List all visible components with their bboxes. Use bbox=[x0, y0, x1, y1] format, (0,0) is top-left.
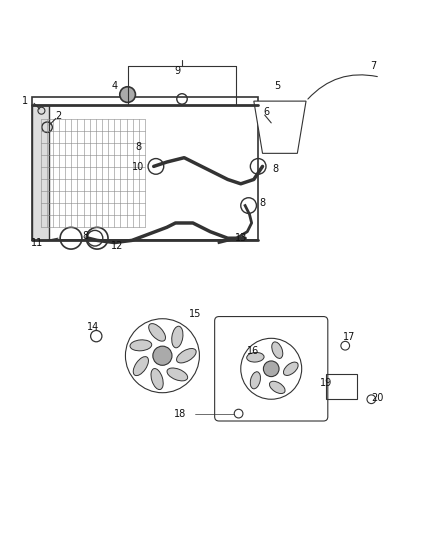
Text: 18: 18 bbox=[174, 409, 186, 419]
Ellipse shape bbox=[250, 372, 261, 389]
Ellipse shape bbox=[167, 368, 187, 381]
Text: 16: 16 bbox=[247, 346, 259, 357]
Ellipse shape bbox=[148, 324, 166, 341]
Circle shape bbox=[263, 361, 279, 377]
Text: 11: 11 bbox=[31, 238, 43, 247]
Ellipse shape bbox=[130, 340, 152, 351]
Bar bbox=[325, 374, 357, 399]
Text: 8: 8 bbox=[82, 231, 88, 241]
Circle shape bbox=[153, 346, 172, 365]
Text: 20: 20 bbox=[372, 393, 384, 403]
Ellipse shape bbox=[269, 381, 285, 393]
FancyBboxPatch shape bbox=[215, 317, 328, 421]
Text: 10: 10 bbox=[132, 162, 145, 172]
Polygon shape bbox=[254, 101, 306, 154]
Text: 19: 19 bbox=[319, 378, 332, 387]
Text: 2: 2 bbox=[55, 111, 61, 122]
Text: 1: 1 bbox=[22, 96, 28, 106]
Ellipse shape bbox=[177, 349, 196, 363]
Text: 6: 6 bbox=[264, 107, 270, 117]
Bar bbox=[32, 97, 258, 240]
Text: 17: 17 bbox=[343, 333, 356, 342]
Bar bbox=[32, 106, 49, 240]
Text: 12: 12 bbox=[110, 240, 123, 251]
Ellipse shape bbox=[151, 368, 163, 390]
Ellipse shape bbox=[247, 352, 264, 362]
Text: 8: 8 bbox=[135, 142, 141, 152]
Text: 9: 9 bbox=[175, 66, 181, 76]
Ellipse shape bbox=[172, 326, 183, 348]
Text: 4: 4 bbox=[112, 81, 118, 91]
Text: 5: 5 bbox=[275, 81, 281, 91]
Ellipse shape bbox=[133, 357, 148, 376]
Ellipse shape bbox=[283, 362, 298, 375]
Ellipse shape bbox=[272, 342, 283, 358]
Text: 8: 8 bbox=[259, 198, 265, 208]
Circle shape bbox=[120, 87, 135, 102]
Text: 15: 15 bbox=[189, 309, 201, 319]
Text: 8: 8 bbox=[272, 164, 279, 174]
Text: 14: 14 bbox=[87, 322, 99, 333]
Text: 7: 7 bbox=[371, 61, 377, 71]
Text: 13: 13 bbox=[235, 233, 247, 243]
